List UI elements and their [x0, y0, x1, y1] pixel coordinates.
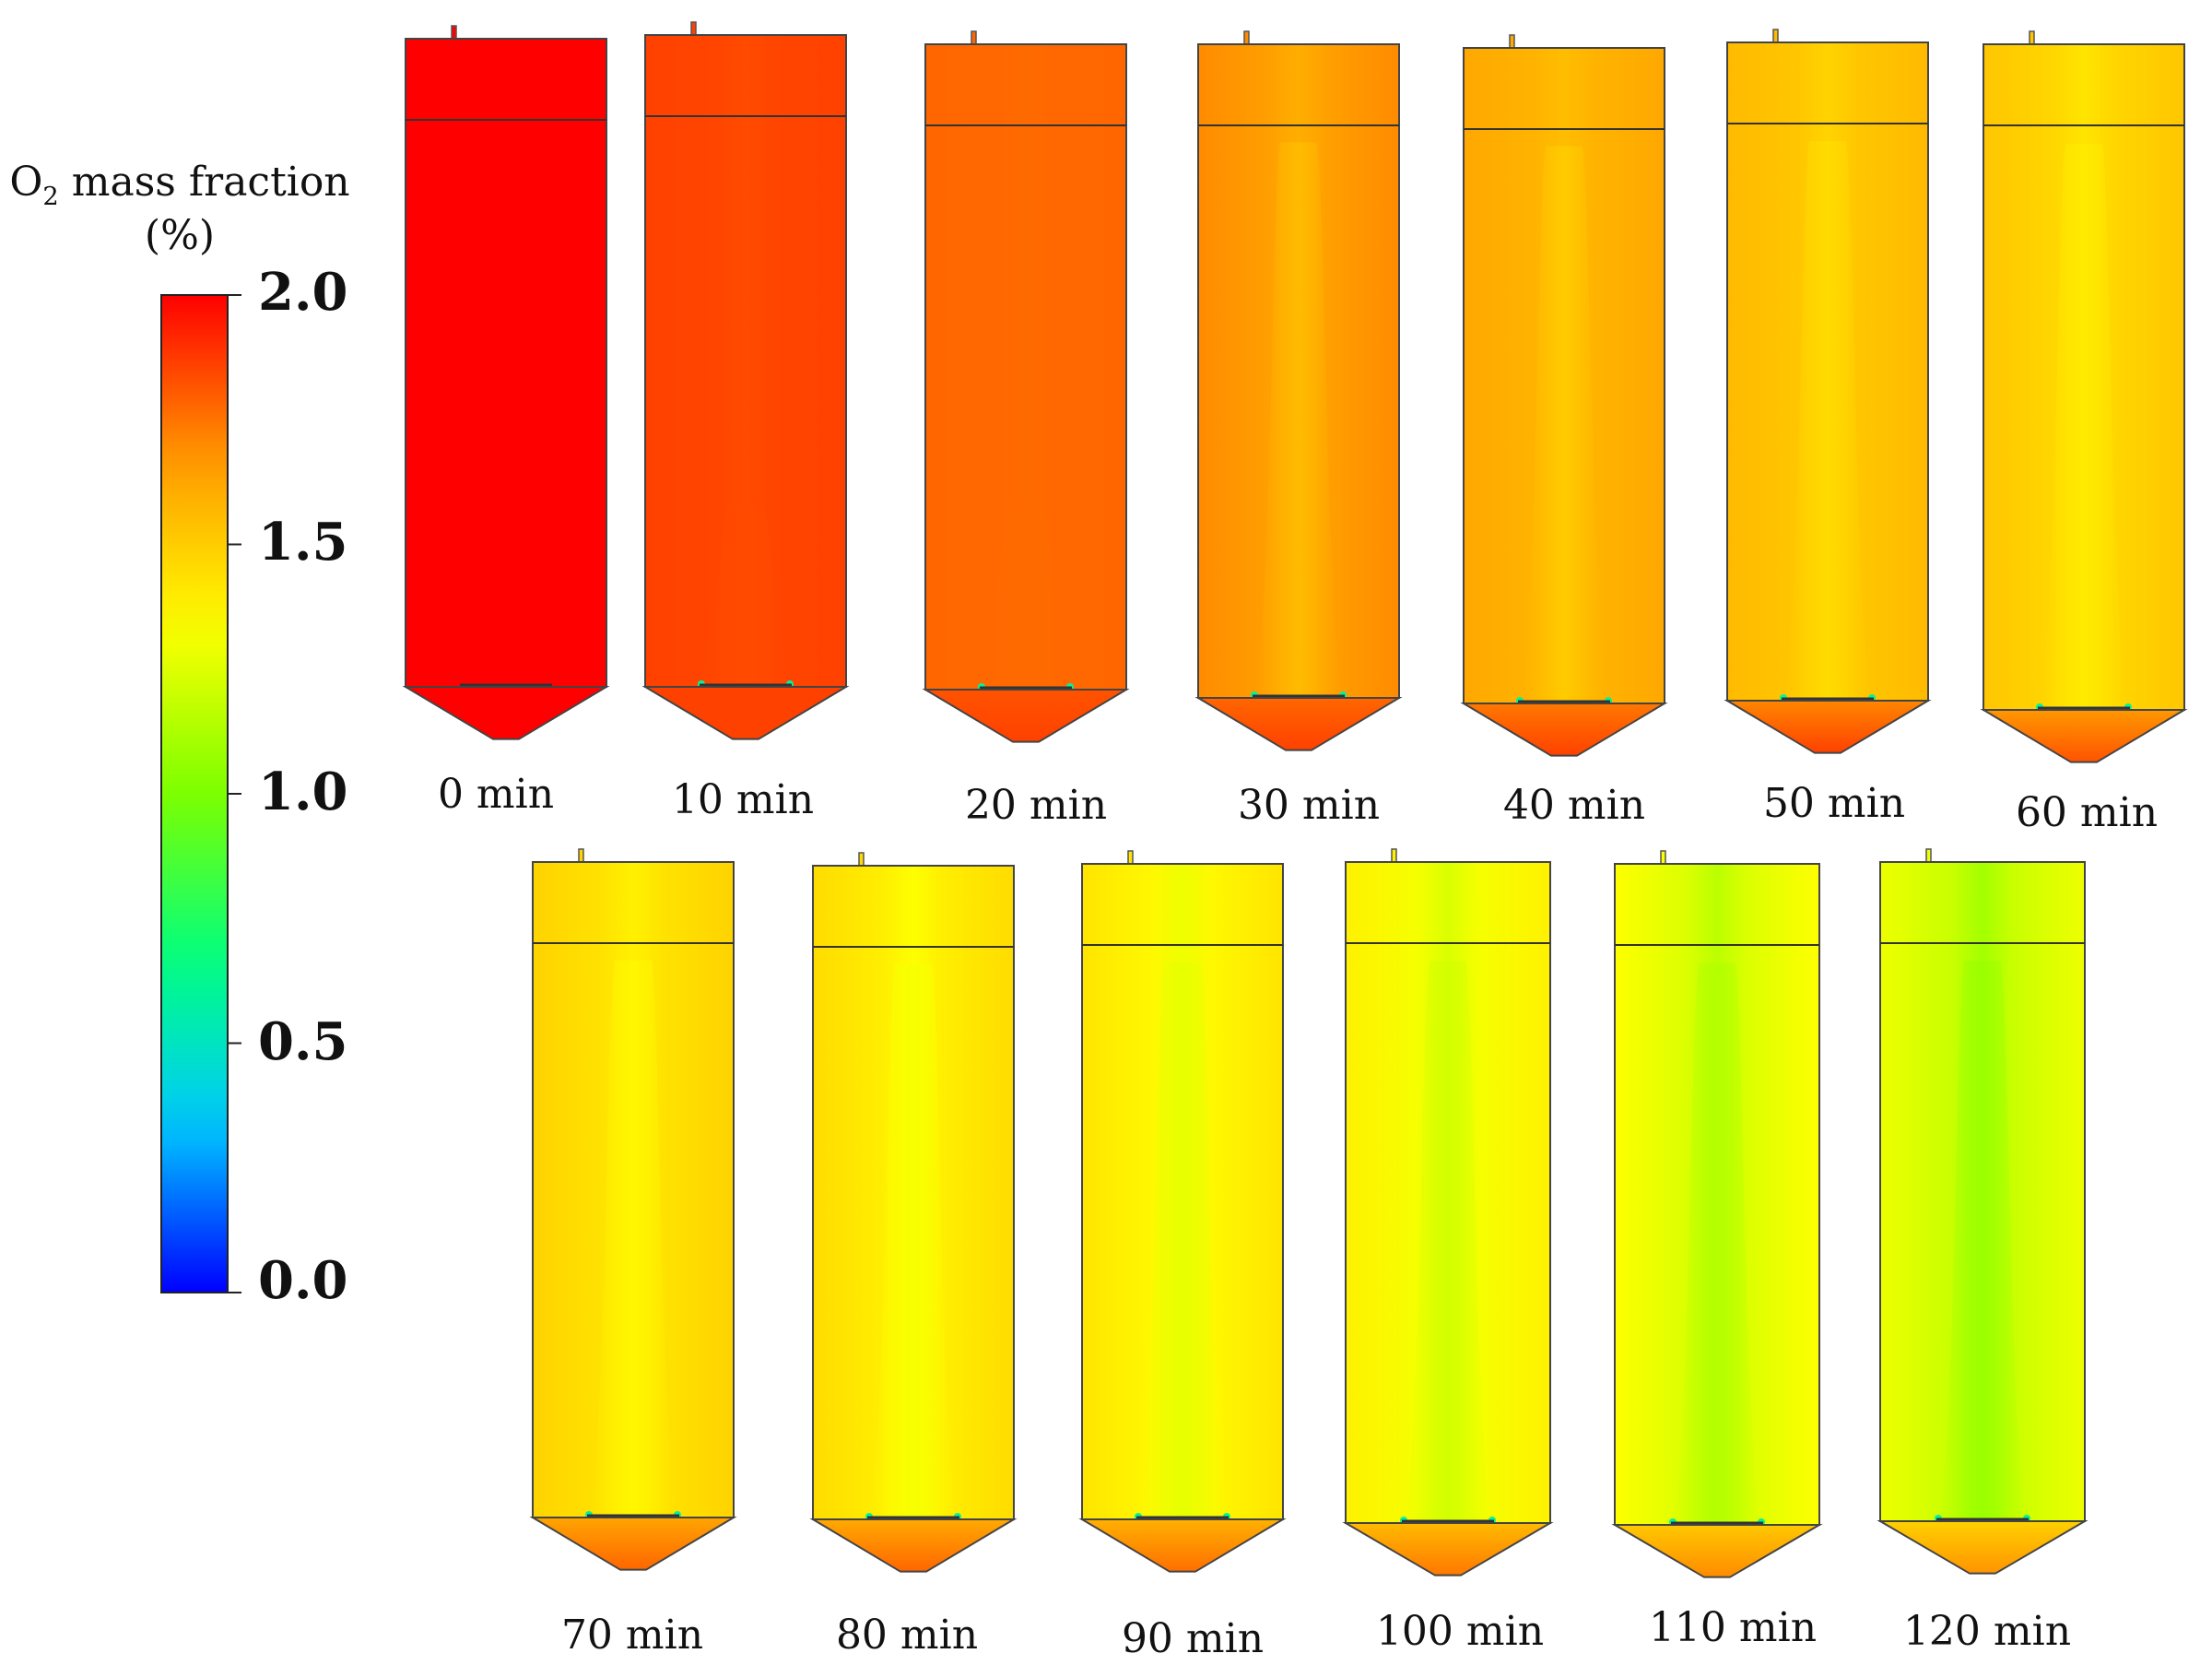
snapshot-panel — [402, 25, 610, 740]
snapshot-panel — [922, 30, 1130, 743]
oxygen-plume — [2040, 144, 2128, 711]
vessel-cone — [1460, 703, 1668, 757]
snapshot-panel — [1980, 30, 2188, 763]
snapshot-panel — [1078, 850, 1287, 1573]
snapshot-panel — [809, 852, 1018, 1573]
vessel-cone — [1194, 697, 1403, 751]
colorbar — [160, 294, 229, 1293]
snapshot-panel — [1460, 34, 1668, 757]
vessel-cone — [529, 1517, 737, 1571]
snapshot-label: 100 min — [1375, 1608, 1545, 1655]
oxygen-plume — [1783, 141, 1872, 702]
vessel-body — [405, 38, 607, 688]
snapshot-panel — [1194, 30, 1403, 751]
oxygen-plume — [589, 960, 677, 1518]
snapshot-panel — [1342, 848, 1554, 1577]
snapshot-panel — [641, 21, 850, 740]
vessel-cone — [1078, 1518, 1287, 1573]
legend-unit: (%) — [144, 212, 216, 259]
snapshot-label: 90 min — [1121, 1615, 1265, 1662]
snapshot-label: 110 min — [1648, 1604, 1818, 1651]
oxygen-plume — [1138, 962, 1227, 1519]
vessel-cone — [809, 1518, 1018, 1573]
vessel-cone — [1877, 1520, 2088, 1575]
colorbar-tick-label: 1.5 — [258, 512, 348, 573]
snapshot-label: 80 min — [835, 1612, 979, 1659]
snapshot-label: 70 min — [560, 1612, 704, 1659]
colorbar-ticks — [228, 294, 241, 1293]
snapshot-label: 30 min — [1237, 782, 1381, 829]
vessel-cone — [1724, 700, 1932, 754]
snapshot-label: 120 min — [1902, 1608, 2072, 1655]
snapshot-label: 20 min — [964, 782, 1108, 829]
snapshot-panel — [529, 848, 737, 1571]
colorbar-tick-label: 2.0 — [258, 262, 348, 323]
legend-title: O2 mass fraction — [9, 159, 350, 211]
colorbar-tick-label: 0.0 — [258, 1250, 348, 1311]
snapshot-label: 10 min — [671, 776, 815, 823]
oxygen-plume — [1254, 142, 1343, 699]
vessel-cone — [1342, 1522, 1554, 1577]
vessel-cone — [1980, 709, 2188, 763]
oxygen-plume — [1938, 961, 2027, 1521]
oxygen-plume — [701, 504, 790, 687]
vessel-cone — [922, 689, 1130, 743]
snapshot-label: 0 min — [437, 771, 555, 818]
oxygen-plume — [869, 963, 958, 1519]
snapshot-panel — [1611, 850, 1823, 1578]
snapshot-label: 50 min — [1762, 780, 1906, 827]
oxygen-plume — [1404, 961, 1492, 1523]
colorbar-tick-label: 1.0 — [258, 762, 348, 822]
vessel-cone — [641, 686, 850, 740]
oxygen-plume — [982, 509, 1070, 690]
vessel-cone — [1611, 1524, 1823, 1578]
vessel-cone — [402, 686, 610, 740]
oxygen-plume — [1520, 146, 1608, 703]
snapshot-label: 60 min — [2015, 789, 2159, 836]
snapshot-panel — [1877, 848, 2088, 1575]
oxygen-plume — [1673, 963, 1761, 1525]
snapshot-panels — [402, 21, 2188, 1578]
colorbar-tick-label: 0.5 — [258, 1011, 348, 1072]
snapshot-panel — [1724, 29, 1932, 754]
snapshot-label: 40 min — [1502, 782, 1646, 829]
